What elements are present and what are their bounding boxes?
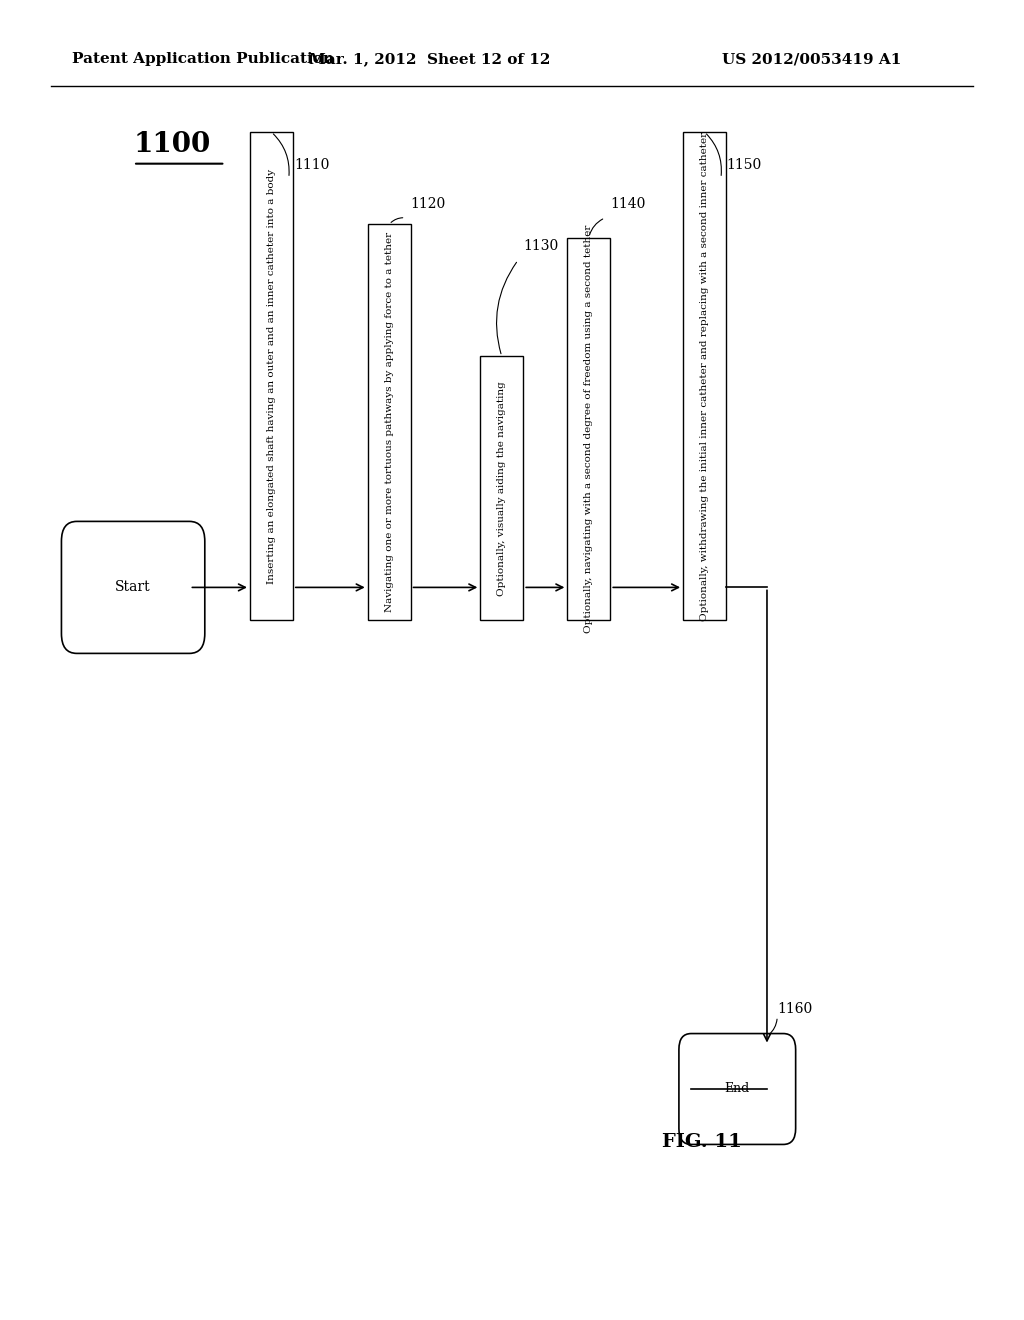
Text: 1160: 1160	[777, 1002, 812, 1016]
Text: Inserting an elongated shaft having an outer and an inner catheter into a body: Inserting an elongated shaft having an o…	[267, 169, 275, 583]
FancyBboxPatch shape	[683, 132, 726, 620]
FancyBboxPatch shape	[567, 238, 610, 620]
FancyBboxPatch shape	[61, 521, 205, 653]
Text: Mar. 1, 2012  Sheet 12 of 12: Mar. 1, 2012 Sheet 12 of 12	[309, 53, 551, 66]
Text: 1100: 1100	[133, 132, 210, 158]
Text: Optionally, visually aiding the navigating: Optionally, visually aiding the navigati…	[498, 381, 506, 595]
Text: End: End	[725, 1082, 750, 1096]
Text: US 2012/0053419 A1: US 2012/0053419 A1	[722, 53, 901, 66]
Text: Navigating one or more tortuous pathways by applying force to a tether: Navigating one or more tortuous pathways…	[385, 232, 393, 612]
Text: 1110: 1110	[294, 157, 330, 172]
Text: Start: Start	[116, 581, 151, 594]
Text: 1120: 1120	[411, 197, 445, 211]
Text: FIG. 11: FIG. 11	[662, 1133, 741, 1151]
FancyBboxPatch shape	[679, 1034, 796, 1144]
Text: Optionally, navigating with a second degree of freedom using a second tether: Optionally, navigating with a second deg…	[585, 224, 593, 634]
FancyBboxPatch shape	[480, 356, 523, 620]
Text: 1130: 1130	[523, 239, 558, 253]
Text: Patent Application Publication: Patent Application Publication	[72, 53, 334, 66]
FancyBboxPatch shape	[250, 132, 293, 620]
FancyBboxPatch shape	[368, 224, 411, 620]
Text: 1150: 1150	[726, 157, 761, 172]
Text: 1140: 1140	[610, 197, 646, 211]
Text: Optionally, withdrawing the initial inner catheter and replacing with a second i: Optionally, withdrawing the initial inne…	[700, 132, 709, 620]
